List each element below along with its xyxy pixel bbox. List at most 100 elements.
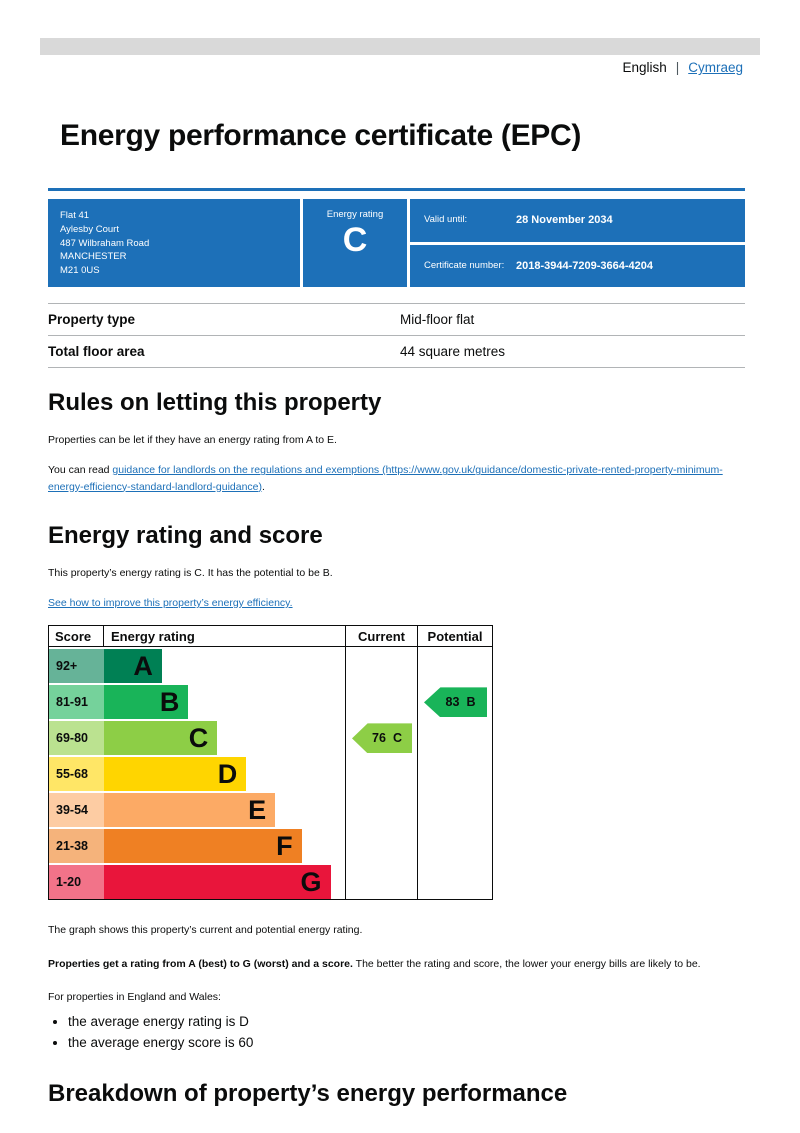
energy-rating-label: Energy rating xyxy=(326,209,384,220)
current-column: 76 C xyxy=(346,647,418,900)
band-row: 92+ A xyxy=(49,649,345,684)
property-details-table: Property type Mid-floor flat Total floor… xyxy=(48,303,745,368)
column-header-energy-rating: Energy rating xyxy=(104,626,346,647)
property-type-value: Mid-floor flat xyxy=(400,312,475,327)
band-letter: B xyxy=(159,686,180,717)
guidance-suffix: . xyxy=(262,480,265,493)
score-cell: 39-54 xyxy=(49,793,104,828)
band-letter: G xyxy=(300,866,322,897)
rating-score-heading: Energy rating and score xyxy=(48,521,323,549)
title-rule xyxy=(48,188,745,191)
potential-letter: B xyxy=(466,695,476,710)
score-cell: 92+ xyxy=(49,649,104,684)
bar-track: F xyxy=(104,829,345,864)
band-bar: A xyxy=(104,649,162,684)
band-bar: F xyxy=(104,829,302,864)
certificate-summary-banner: Flat 41 Aylesby Court 487 Wilbraham Road… xyxy=(48,199,745,287)
energy-rating-letter: C xyxy=(342,221,368,259)
top-bar xyxy=(40,38,760,55)
certificate-number-value: 2018-3944-7209-3664-4204 xyxy=(516,259,654,272)
ratings-note: Properties get a rating from A (best) to… xyxy=(48,956,745,972)
averages-list: the average energy rating is D the avera… xyxy=(68,1013,745,1052)
ratings-note-rest: The better the rating and score, the low… xyxy=(352,957,701,970)
table-row: Total floor area 44 square metres xyxy=(48,335,745,368)
list-item: the average energy score is 60 xyxy=(68,1034,745,1052)
table-row: Property type Mid-floor flat xyxy=(48,303,745,335)
graph-caption: The graph shows this property’s current … xyxy=(48,924,363,937)
breakdown-heading: Breakdown of property’s energy performan… xyxy=(48,1079,568,1107)
language-separator: | xyxy=(675,60,680,75)
bar-track: D xyxy=(104,757,345,792)
column-header-current: Current xyxy=(346,626,418,647)
potential-column: 83 B xyxy=(418,647,492,899)
ratings-note-bold: Properties get a rating from A (best) to… xyxy=(48,957,353,970)
band-row: 39-54 E xyxy=(49,793,345,828)
band-bar: E xyxy=(104,793,276,828)
band-row: 1-20 G xyxy=(49,865,345,900)
page-title: Energy performance certificate (EPC) xyxy=(60,119,582,152)
language-switcher: English | Cymraeg xyxy=(0,60,743,78)
improve-efficiency-link[interactable]: See how to improve this property’s energ… xyxy=(48,597,293,610)
language-cymraeg-link[interactable]: Cymraeg xyxy=(688,60,743,75)
band-letter: C xyxy=(188,722,209,753)
band-letter: F xyxy=(276,830,293,861)
rules-guidance-paragraph: You can read guidance for landlords on t… xyxy=(48,462,745,495)
valid-until-label: Valid until: xyxy=(424,214,468,226)
bar-track: E xyxy=(104,793,345,828)
bar-track: C xyxy=(104,721,345,756)
list-item: the average energy rating is D xyxy=(68,1013,745,1031)
band-bar: B xyxy=(104,685,189,720)
rating-summary-paragraph: This property’s energy rating is C. It h… xyxy=(48,566,333,579)
score-cell: 81-91 xyxy=(49,685,104,720)
band-letter: D xyxy=(217,758,238,789)
column-header-potential: Potential xyxy=(427,629,483,645)
chart-body: 92+ A 81-91 B 69-80 C 55-68 D 39-54 E xyxy=(49,647,492,900)
current-rating-arrow: 76 C xyxy=(352,723,412,754)
validity-panel: Valid until: 28 November 2034 Certificat… xyxy=(410,199,745,287)
address-line: MANCHESTER xyxy=(60,251,127,263)
bar-track: B xyxy=(104,685,345,720)
chart-header: Score Energy rating Current Potential xyxy=(49,626,492,648)
score-cell: 1-20 xyxy=(49,865,104,900)
band-row: 69-80 C xyxy=(49,721,345,756)
bar-track: G xyxy=(104,865,345,900)
potential-rating-arrow: 83 B xyxy=(424,687,487,718)
certificate-number-label: Certificate number: xyxy=(424,259,505,271)
score-cell: 21-38 xyxy=(49,829,104,864)
band-bar: D xyxy=(104,757,247,792)
current-score: 76 xyxy=(372,731,386,746)
band-row: 21-38 F xyxy=(49,829,345,864)
band-row: 81-91 B xyxy=(49,685,345,720)
epc-rating-chart: Score Energy rating Current Potential 92… xyxy=(48,625,493,901)
address-line: Flat 41 xyxy=(60,210,90,221)
address-line: M21 0US xyxy=(60,265,100,277)
energy-rating-box: Energy rating C xyxy=(303,199,407,287)
score-cell: 69-80 xyxy=(49,721,104,756)
valid-until-value: 28 November 2034 xyxy=(516,214,613,227)
certificate-number-row: Certificate number: 2018-3944-7209-3664-… xyxy=(410,244,745,287)
property-type-label: Property type xyxy=(48,312,136,327)
address-line: Aylesby Court xyxy=(60,223,119,235)
potential-score: 83 xyxy=(445,695,460,710)
address-line: 487 Wilbraham Road xyxy=(60,237,150,249)
band-letter: E xyxy=(248,794,267,825)
band-bar: C xyxy=(104,721,218,756)
rules-heading: Rules on letting this property xyxy=(48,389,382,416)
band-letter: A xyxy=(133,650,153,681)
band-bar: G xyxy=(104,865,331,900)
bar-track: A xyxy=(104,649,345,684)
property-address: Flat 41 Aylesby Court 487 Wilbraham Road… xyxy=(48,199,300,287)
language-english: English xyxy=(622,60,667,75)
floor-area-label: Total floor area xyxy=(48,344,145,359)
band-row: 55-68 D xyxy=(49,757,345,792)
score-cell: 55-68 xyxy=(49,757,104,792)
rules-paragraph: Properties can be let if they have an en… xyxy=(48,434,337,446)
valid-until-row: Valid until: 28 November 2034 xyxy=(410,199,745,242)
guidance-prefix: You can read xyxy=(48,464,113,477)
column-header-score: Score xyxy=(49,626,104,647)
floor-area-value: 44 square metres xyxy=(400,344,506,359)
rating-bands: 92+ A 81-91 B 69-80 C 55-68 D 39-54 E xyxy=(49,647,346,900)
landlord-guidance-link[interactable]: guidance for landlords on the regulation… xyxy=(48,464,723,493)
averages-intro: For properties in England and Wales: xyxy=(48,990,221,1003)
